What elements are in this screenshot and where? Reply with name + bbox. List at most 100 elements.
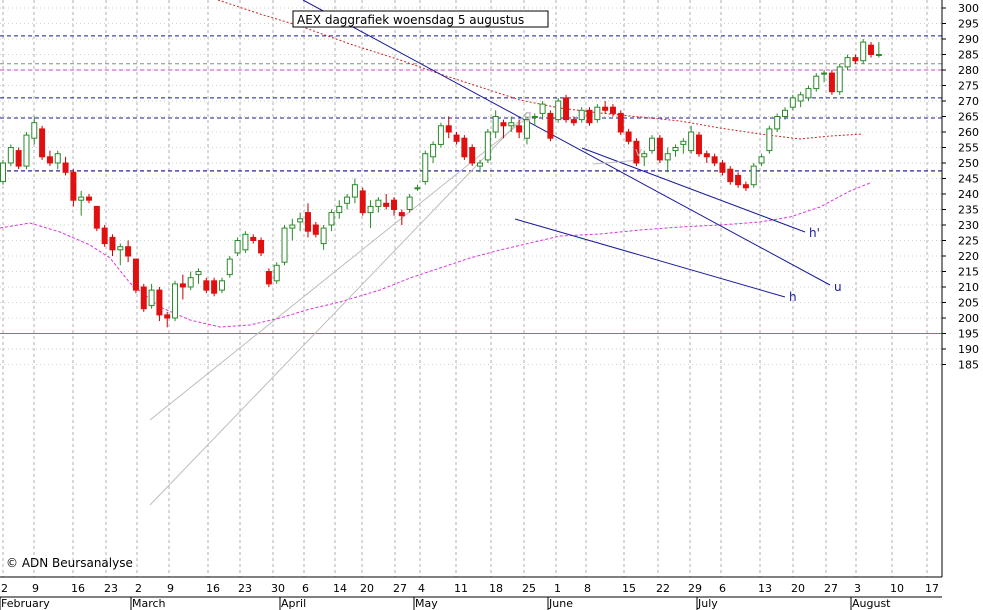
candle-body — [140, 286, 147, 310]
candle-body — [437, 125, 444, 145]
x-tick-label: 20 — [360, 582, 374, 595]
candle-body — [7, 147, 14, 164]
candle-body — [477, 162, 484, 167]
candle-body — [531, 116, 538, 118]
candle-body — [860, 41, 867, 62]
candle-body — [836, 66, 843, 93]
candle-body — [868, 44, 875, 56]
x-tick-label: 8 — [584, 582, 591, 595]
y-tick-label: 245 — [958, 173, 979, 186]
candle-body — [875, 54, 882, 56]
candle-body — [109, 236, 116, 251]
candle-body — [813, 75, 820, 90]
candle-body — [281, 227, 288, 263]
y-tick-label: 205 — [958, 297, 979, 310]
candle-body — [289, 224, 296, 229]
candle-body — [805, 88, 812, 99]
candle-body — [187, 277, 194, 288]
candle-body — [852, 57, 859, 62]
candle-body — [0, 162, 6, 183]
candle-body — [609, 106, 616, 114]
candle-body — [226, 258, 233, 276]
candle-body — [46, 156, 53, 164]
candle-body — [70, 171, 77, 201]
candle-body — [711, 156, 718, 164]
candle-body — [821, 72, 828, 75]
trendline-v — [592, 159, 641, 165]
y-tick-label: 240 — [958, 188, 979, 201]
x-tick-label: 2 — [135, 582, 142, 595]
candle-body — [461, 137, 468, 158]
candle-body — [234, 240, 241, 254]
candle-body — [15, 150, 22, 167]
chart-title: AEX daggrafiek woensdag 5 augustus — [297, 13, 524, 27]
candle-body — [132, 258, 139, 291]
x-tick-label: 6 — [302, 582, 309, 595]
candle-body — [688, 131, 695, 152]
x-tick-label: 10 — [890, 582, 904, 595]
candle-body — [672, 147, 679, 152]
candle-body — [148, 289, 155, 307]
y-tick-label: 250 — [958, 157, 979, 170]
x-tick-label: 18 — [489, 582, 503, 595]
month-label: August — [852, 597, 891, 610]
moving-average-long — [217, 0, 863, 140]
candle-body — [774, 116, 781, 130]
candle-body — [23, 134, 30, 167]
candle-body — [367, 205, 374, 214]
candle-body — [258, 240, 265, 254]
month-label: March — [132, 597, 166, 610]
candle-body — [484, 131, 491, 161]
candle-body — [649, 137, 656, 152]
candle-body — [101, 227, 108, 245]
y-tick-label: 190 — [958, 343, 979, 356]
candle-body — [164, 314, 171, 319]
y-tick-label: 230 — [958, 219, 979, 232]
x-tick-label: 27 — [824, 582, 838, 595]
candle-body — [641, 153, 648, 158]
y-tick-label: 200 — [958, 312, 979, 325]
trendline-u — [302, 0, 831, 286]
candle-body — [242, 233, 249, 251]
y-tick-label: 300 — [958, 2, 979, 15]
candle-body — [625, 131, 632, 142]
candle-body — [179, 283, 186, 288]
candle-body — [719, 162, 726, 173]
candle-body — [844, 57, 851, 68]
month-label: February — [1, 597, 50, 610]
trend-label-v: v — [635, 145, 642, 159]
x-tick-label: 16 — [71, 582, 85, 595]
y-tick-label: 185 — [958, 359, 979, 372]
y-tick-label: 210 — [958, 281, 979, 294]
candle-body — [445, 125, 452, 133]
candle-body — [351, 184, 358, 198]
candle-body — [633, 140, 640, 164]
annotations: AEX daggrafiek woensdag 5 augustus © ADN… — [6, 10, 842, 570]
candle-body — [195, 271, 202, 276]
y-tick-label: 215 — [958, 266, 979, 279]
x-tick-label: 13 — [758, 582, 772, 595]
trendline-g-lower — [149, 111, 529, 506]
y-tick-label: 285 — [958, 49, 979, 62]
x-tick-label: 27 — [393, 582, 407, 595]
candle-body — [93, 205, 100, 229]
x-tick-label: 23 — [104, 582, 118, 595]
candle-body — [742, 184, 749, 189]
candle-body — [78, 196, 85, 201]
candle-body — [344, 196, 351, 204]
candle-body — [86, 196, 93, 201]
x-tick-label: 23 — [238, 582, 252, 595]
candle-body — [211, 280, 218, 294]
candle-body — [750, 165, 757, 186]
candle-body — [383, 202, 390, 207]
candle-body — [406, 196, 413, 211]
candle-body — [703, 153, 710, 158]
candle-body — [320, 227, 327, 245]
candle-body — [695, 134, 702, 155]
candle-body — [555, 100, 562, 121]
candle-body — [758, 156, 765, 164]
candle-body — [735, 174, 742, 186]
trend-label-u: u — [834, 280, 842, 294]
candle-body — [578, 109, 585, 121]
